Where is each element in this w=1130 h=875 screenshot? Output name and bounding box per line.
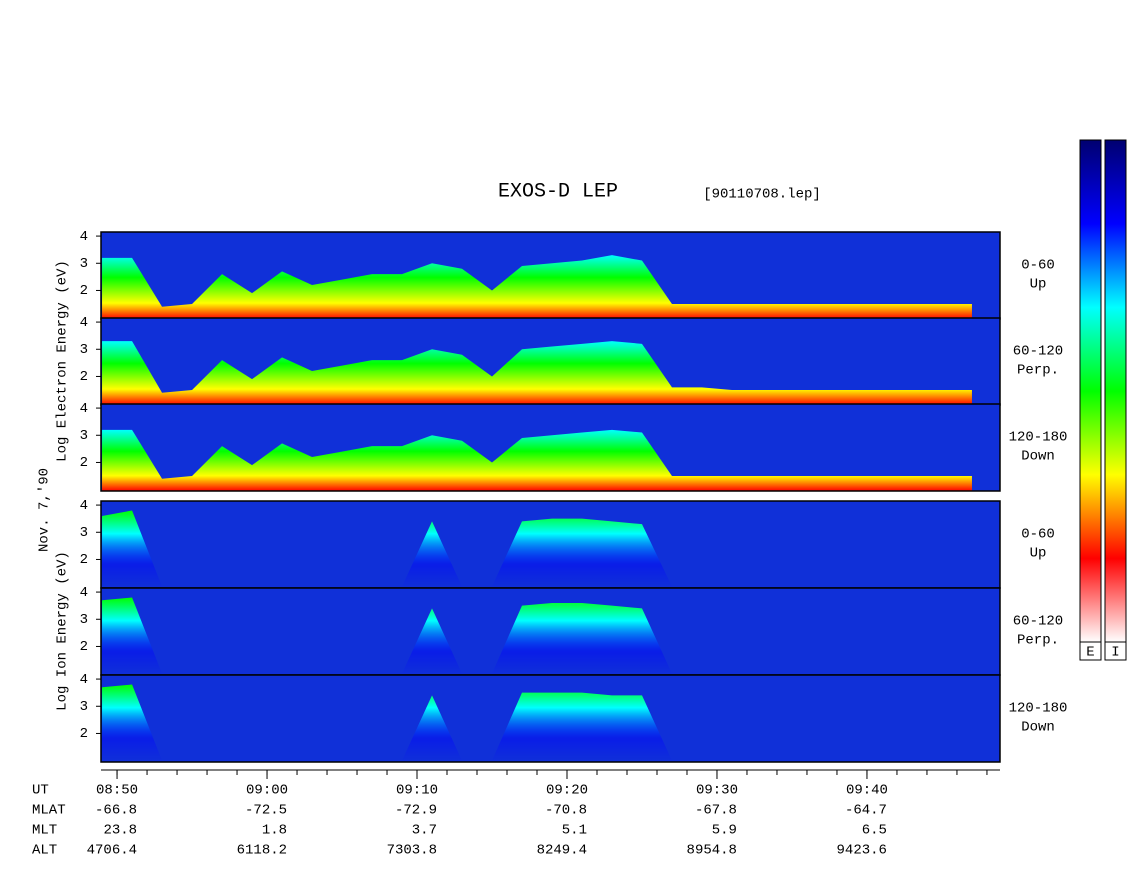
x-axis-label: UT (32, 783, 49, 799)
x-tick-label: 09:30 (696, 783, 738, 799)
y-tick-label: 3 (80, 699, 88, 715)
ephemeris-value: 6.5 (862, 823, 887, 839)
x-tick-label: 09:40 (846, 783, 888, 799)
colorbar-label: I (1111, 645, 1119, 661)
y-tick-label: 2 (80, 552, 88, 568)
flux-band (102, 255, 972, 319)
ephemeris-label: ALT (32, 843, 57, 859)
y-tick-label: 2 (80, 455, 88, 471)
chart-title: EXOS-D LEP (498, 180, 618, 203)
ephemeris-value: 3.7 (412, 823, 437, 839)
panel-label: 60-120 (1013, 344, 1063, 360)
y-tick-label: 3 (80, 256, 88, 272)
x-tick-label: 09:20 (546, 783, 588, 799)
panel-label: 0-60 (1021, 258, 1055, 274)
ephemeris-value: 6118.2 (237, 843, 287, 859)
colorbar-box (1079, 641, 1102, 661)
flux-band (102, 429, 972, 491)
colorbar-box (1104, 641, 1127, 661)
panel-label: Up (1030, 277, 1047, 293)
flux-band (102, 684, 972, 762)
flux-band (102, 510, 972, 588)
ephemeris-value: -72.5 (245, 803, 287, 819)
y-tick-label: 2 (80, 726, 88, 742)
ephemeris-value: -70.8 (545, 803, 587, 819)
ephemeris-value: 5.9 (712, 823, 737, 839)
ephemeris-value: 9423.6 (837, 843, 887, 859)
flux-band (102, 597, 972, 675)
panel-label: 0-60 (1021, 527, 1055, 543)
y-tick-label: 4 (80, 229, 88, 245)
panel-label: Down (1021, 720, 1055, 736)
y-tick-label: 3 (80, 612, 88, 628)
date-label: Nov. 7,'90 (37, 468, 53, 552)
y-tick-label: 3 (80, 525, 88, 541)
ephemeris-value: 8249.4 (537, 843, 587, 859)
y-tick-label: 4 (80, 498, 88, 514)
panel-frame (100, 403, 1001, 492)
ephemeris-value: 7303.8 (387, 843, 437, 859)
y-tick-label: 3 (80, 342, 88, 358)
y-tick-label: 2 (80, 369, 88, 385)
chart-subtitle: [90110708.lep] (703, 187, 821, 203)
colorbar (1104, 139, 1127, 643)
panel-label: Up (1030, 546, 1047, 562)
y-axis-label: Log Electron Energy (eV) (55, 260, 71, 462)
ephemeris-value: -64.7 (845, 803, 887, 819)
ephemeris-label: MLAT (32, 803, 66, 819)
flux-band (102, 341, 972, 405)
x-tick-label: 09:00 (246, 783, 288, 799)
panel-label: 60-120 (1013, 614, 1063, 630)
x-tick-label: 08:50 (96, 783, 138, 799)
colorbar-label: E (1086, 645, 1094, 661)
ephemeris-value: -72.9 (395, 803, 437, 819)
ephemeris-value: -67.8 (695, 803, 737, 819)
ephemeris-value: 8954.8 (687, 843, 737, 859)
y-tick-label: 4 (80, 672, 88, 688)
ephemeris-label: MLT (32, 823, 57, 839)
x-tick-label: 09:10 (396, 783, 438, 799)
ephemeris-value: 1.8 (262, 823, 287, 839)
y-axis-label: Log Ion Energy (eV) (55, 551, 71, 711)
panel-frame (100, 674, 1001, 763)
colorbar (1079, 139, 1102, 643)
panel-label: Down (1021, 449, 1055, 465)
ephemeris-value: 23.8 (103, 823, 137, 839)
ephemeris-value: 5.1 (562, 823, 587, 839)
y-tick-label: 4 (80, 401, 88, 417)
ephemeris-value: 4706.4 (87, 843, 137, 859)
y-tick-label: 4 (80, 585, 88, 601)
panel-label: Perp. (1017, 633, 1059, 649)
panel-label: Perp. (1017, 363, 1059, 379)
y-tick-label: 3 (80, 428, 88, 444)
panel-label: 120-180 (1009, 430, 1068, 446)
panel-label: 120-180 (1009, 701, 1068, 717)
y-tick-label: 2 (80, 639, 88, 655)
y-tick-label: 4 (80, 315, 88, 331)
ephemeris-value: -66.8 (95, 803, 137, 819)
y-tick-label: 2 (80, 283, 88, 299)
